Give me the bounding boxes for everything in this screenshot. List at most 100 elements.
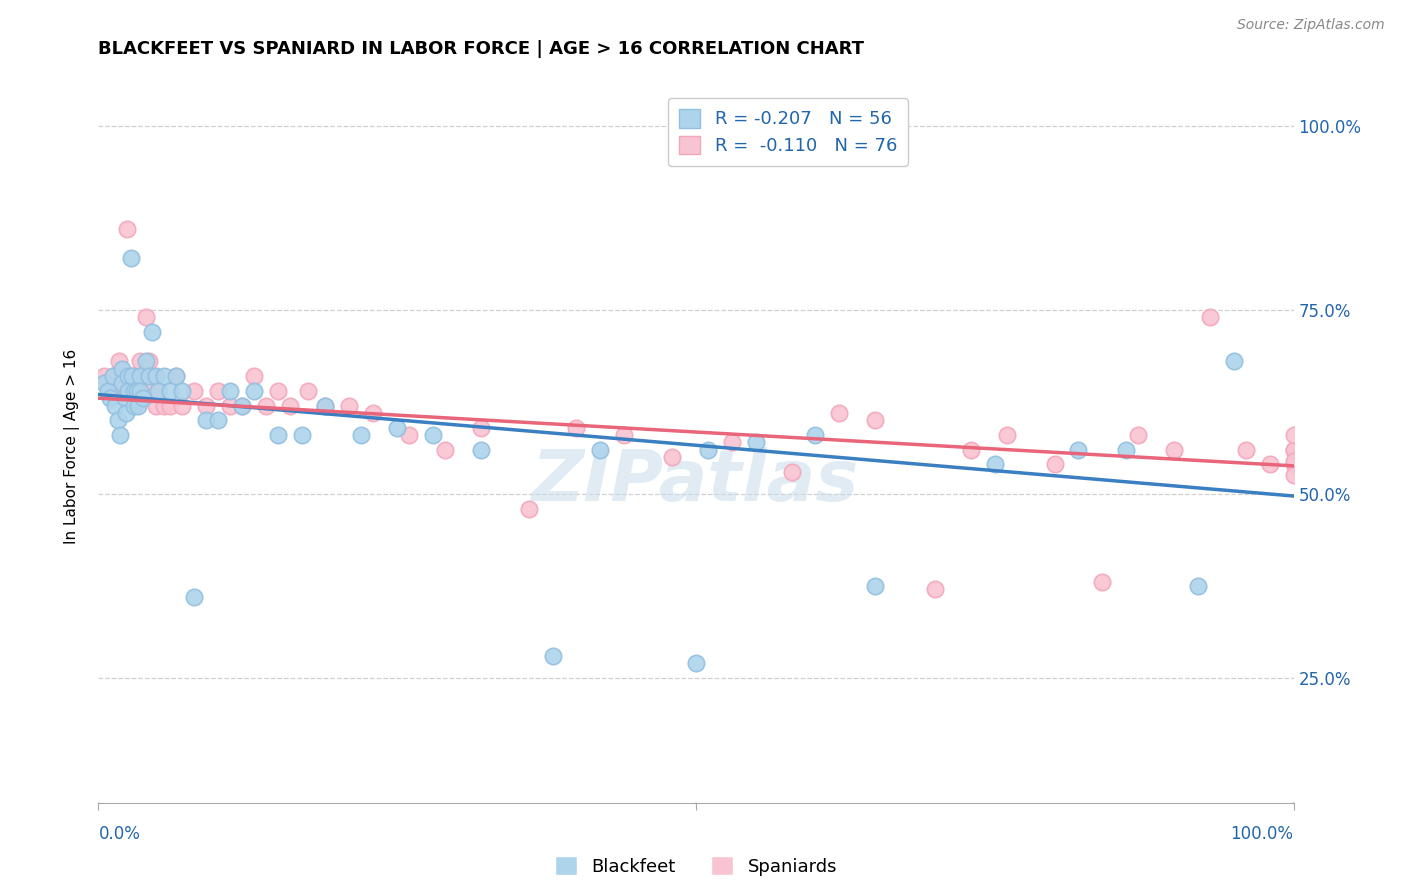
Point — [863, 579, 887, 593]
Point — [278, 399, 301, 413]
Point — [959, 442, 981, 457]
Point — [541, 648, 564, 663]
Point — [159, 399, 181, 413]
Point — [131, 391, 153, 405]
Point — [863, 413, 887, 427]
Point — [1282, 442, 1305, 457]
Point — [207, 384, 229, 398]
Point — [148, 384, 170, 398]
Point — [422, 428, 444, 442]
Point — [159, 384, 181, 398]
Point — [339, 399, 360, 413]
Point — [153, 369, 176, 384]
Point — [138, 369, 160, 384]
Point — [194, 399, 218, 413]
Point — [565, 420, 588, 434]
Point — [780, 465, 803, 479]
Point — [115, 384, 138, 398]
Point — [1187, 579, 1209, 593]
Point — [121, 369, 143, 384]
Point — [1198, 310, 1220, 325]
Point — [115, 406, 138, 420]
Point — [111, 361, 134, 376]
Point — [127, 399, 149, 413]
Point — [104, 399, 127, 413]
Point — [115, 222, 138, 236]
Legend: Blackfeet, Spaniards: Blackfeet, Spaniards — [548, 849, 844, 883]
Point — [129, 369, 152, 384]
Point — [98, 391, 122, 405]
Point — [114, 391, 136, 405]
Point — [828, 406, 851, 420]
Point — [589, 442, 612, 457]
Point — [114, 376, 136, 391]
Point — [470, 442, 492, 457]
Point — [125, 369, 148, 384]
Point — [135, 310, 157, 325]
Point — [721, 435, 744, 450]
Point — [138, 354, 160, 368]
Point — [219, 399, 242, 413]
Point — [243, 369, 266, 384]
Point — [103, 384, 125, 398]
Point — [661, 450, 683, 464]
Point — [219, 384, 242, 398]
Point — [127, 384, 149, 398]
Point — [231, 399, 253, 413]
Point — [613, 428, 636, 442]
Point — [517, 501, 540, 516]
Point — [267, 384, 290, 398]
Point — [120, 369, 142, 384]
Point — [142, 369, 165, 384]
Point — [183, 384, 205, 398]
Point — [1115, 442, 1137, 457]
Point — [315, 399, 337, 413]
Point — [231, 399, 253, 413]
Point — [995, 428, 1018, 442]
Point — [194, 413, 218, 427]
Point — [97, 384, 120, 398]
Text: Source: ZipAtlas.com: Source: ZipAtlas.com — [1237, 18, 1385, 32]
Point — [128, 369, 150, 384]
Text: 0.0%: 0.0% — [98, 825, 141, 843]
Point — [267, 428, 290, 442]
Point — [1222, 354, 1246, 368]
Point — [124, 384, 146, 398]
Point — [124, 369, 146, 384]
Point — [141, 325, 163, 339]
Point — [129, 384, 152, 398]
Point — [1091, 575, 1114, 590]
Point — [1282, 428, 1305, 442]
Point — [124, 384, 146, 398]
Point — [1128, 428, 1150, 442]
Text: BLACKFEET VS SPANIARD IN LABOR FORCE | AGE > 16 CORRELATION CHART: BLACKFEET VS SPANIARD IN LABOR FORCE | A… — [98, 40, 865, 58]
Point — [132, 369, 155, 384]
Point — [165, 369, 187, 384]
Point — [433, 442, 456, 457]
Point — [984, 458, 1007, 472]
Point — [108, 384, 131, 398]
Point — [93, 376, 115, 391]
Point — [153, 399, 176, 413]
Point — [291, 428, 314, 442]
Point — [107, 413, 129, 427]
Point — [118, 384, 141, 398]
Point — [111, 369, 134, 384]
Point — [1043, 458, 1066, 472]
Point — [101, 369, 124, 384]
Point — [145, 369, 167, 384]
Point — [183, 590, 205, 604]
Point — [804, 428, 827, 442]
Point — [172, 399, 194, 413]
Point — [93, 369, 115, 384]
Point — [1234, 442, 1257, 457]
Point — [470, 420, 492, 434]
Point — [135, 354, 157, 368]
Point — [1282, 458, 1305, 472]
Point — [207, 413, 229, 427]
Text: ZIPatlas: ZIPatlas — [533, 447, 859, 516]
Point — [1067, 442, 1090, 457]
Point — [172, 384, 194, 398]
Point — [398, 428, 420, 442]
Point — [385, 420, 409, 434]
